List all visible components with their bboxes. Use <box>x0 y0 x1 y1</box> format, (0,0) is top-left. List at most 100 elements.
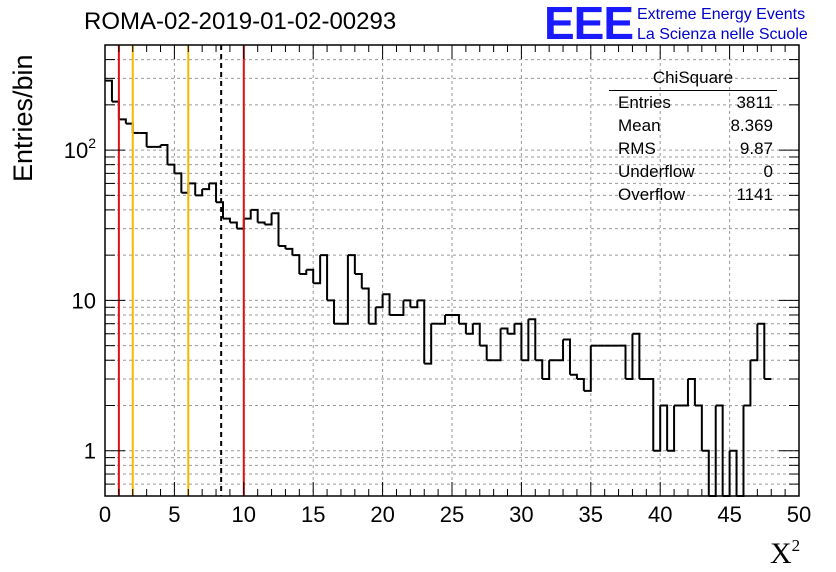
stats-value: 8.369 <box>730 116 773 135</box>
histogram-bin <box>479 344 488 361</box>
histogram-bin <box>465 323 474 335</box>
x-tick-label: 15 <box>301 502 325 527</box>
histogram-bin <box>410 300 419 309</box>
logo-caption: Extreme Energy Events La Scienza nelle S… <box>637 5 808 45</box>
x-tick-label: 45 <box>717 502 741 527</box>
histogram-bin <box>278 245 287 249</box>
histogram-bin <box>729 449 738 496</box>
y-tick-label: 10 <box>72 288 96 313</box>
histogram-bin <box>424 323 433 365</box>
y-tick-labels: 1 10 102 <box>64 135 96 464</box>
histogram-bin <box>354 272 363 289</box>
x-tick-label: 50 <box>787 502 811 527</box>
histogram-bin <box>160 144 169 165</box>
histogram-bin <box>681 379 689 407</box>
histogram-bin <box>750 323 759 362</box>
histogram-bin <box>396 300 405 316</box>
histogram-bin <box>403 299 412 308</box>
histogram-bin <box>576 378 585 391</box>
stats-label: Entries <box>618 93 671 112</box>
histogram-bin <box>229 221 238 229</box>
histogram-bin <box>556 339 565 362</box>
histogram-bin <box>618 344 627 380</box>
histogram-bin <box>195 189 204 197</box>
histogram-bin <box>181 183 190 194</box>
histogram-bin <box>417 299 426 364</box>
histogram-bin <box>583 345 592 392</box>
histogram-bin <box>632 332 641 380</box>
x-axis-label: X2 <box>770 536 800 570</box>
histogram-bin <box>320 254 329 301</box>
axes <box>104 44 800 497</box>
histogram-bin <box>313 255 322 285</box>
histogram-bin <box>625 333 634 381</box>
x-tick-label: 35 <box>579 502 603 527</box>
histogram-bin <box>667 405 676 452</box>
logo-caption-line1: Extreme Energy Events <box>637 6 806 23</box>
x-tick-label: 40 <box>648 502 672 527</box>
stats-label: Underflow <box>618 162 695 181</box>
histogram-bin <box>715 404 724 496</box>
histogram-bin <box>743 360 752 407</box>
eee-logo: EEE <box>544 0 634 49</box>
stats-box: ChiSquare Entries 3811 Mean 8.369 RMS 9.87 … <box>609 68 777 206</box>
stats-label: RMS <box>618 139 656 158</box>
x-tick-label: 25 <box>440 502 464 527</box>
histogram-bin <box>361 287 370 324</box>
histogram-bin <box>493 328 502 362</box>
histogram-bin <box>687 378 696 406</box>
histogram-bin <box>514 322 523 361</box>
histogram-bin <box>271 212 280 247</box>
stats-row-rms: RMS 9.87 <box>609 137 777 160</box>
histogram-bin <box>118 118 127 124</box>
histogram-bin <box>264 213 273 226</box>
histogram-bin <box>299 269 308 275</box>
stats-value: 3811 <box>736 93 773 112</box>
histogram-bin <box>222 217 231 223</box>
histogram-bin <box>105 79 113 102</box>
histogram-bin <box>382 293 391 315</box>
logo-caption-line2: La Scienza nelle Scuole <box>637 26 808 43</box>
stats-row-underflow: Underflow 0 <box>609 160 777 183</box>
x-tick-label: 0 <box>99 502 111 527</box>
histogram-bin <box>250 208 259 223</box>
stats-row-mean: Mean 8.369 <box>609 114 777 137</box>
histogram-bin <box>472 322 481 346</box>
histogram-bin <box>327 299 336 324</box>
x-tick-label: 20 <box>370 502 394 527</box>
histogram-bin <box>174 172 183 193</box>
histogram-bin <box>569 373 578 380</box>
stats-row-entries: Entries 3811 <box>609 91 777 114</box>
histogram-bin <box>375 294 384 309</box>
stats-value: 0 <box>763 162 773 181</box>
histogram-bin <box>153 145 162 148</box>
y-tick-label: 1 <box>84 439 96 464</box>
histogram-bin <box>243 209 252 220</box>
histogram-bin <box>125 122 134 133</box>
stats-label: Overflow <box>618 185 686 204</box>
histogram-bin <box>209 182 218 203</box>
histogram-bin <box>646 378 655 451</box>
histogram-bin <box>528 318 537 361</box>
histogram-bin <box>257 221 266 225</box>
histogram-bin <box>563 338 571 375</box>
chart-title: ROMA-02-2019-01-02-00293 <box>84 8 397 35</box>
histogram-bin <box>216 201 224 219</box>
histogram-bin <box>757 322 766 380</box>
vertical-marker-lines <box>117 45 245 496</box>
x-tick-label: 10 <box>232 502 256 527</box>
stats-value: 1141 <box>736 185 773 204</box>
histogram-bin <box>701 449 710 496</box>
histogram-bin <box>306 268 315 284</box>
stats-row-overflow: Overflow 1141 <box>609 183 777 206</box>
histogram-bin <box>292 254 301 274</box>
histogram-bin <box>507 323 516 335</box>
histogram-bin <box>458 322 467 334</box>
histogram-bin <box>188 182 197 196</box>
histogram-bin <box>368 307 377 325</box>
y-axis-label: Entries/bin <box>8 54 38 182</box>
x-tick-labels: 0 5 10 15 20 25 30 35 40 45 50 <box>99 502 811 527</box>
histogram-bin <box>340 255 349 325</box>
stats-box-title: ChiSquare <box>609 68 777 91</box>
